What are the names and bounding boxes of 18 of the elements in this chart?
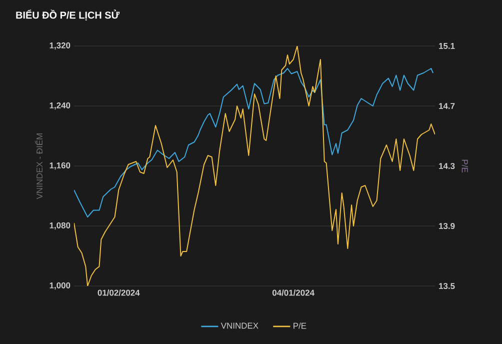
y-tick-label: 1,240 [50,102,70,110]
y-tick-label: 1,160 [50,162,70,170]
x-tick-label: 04/01/2024 [272,290,314,296]
y2-tick-label: 14.7 [439,103,455,109]
x-tick-label: 01/02/2024 [98,290,140,296]
chart-title: BIỂU ĐỒ P/E LỊCH SỬ [16,10,120,20]
y2-tick-label: 15.1 [439,43,455,49]
y-axis-title: VNINDEX - ĐIỂM [34,134,42,200]
y2-axis-title: P/E [462,160,468,172]
legend-label: VNINDEX [220,322,258,329]
y2-tick-label: 13.9 [439,223,455,229]
legend-label: P/E [294,322,306,329]
y-tick-label: 1,320 [50,42,70,50]
line-series [74,68,434,218]
y-tick-label: 1,000 [50,282,70,290]
y2-tick-label: 13.5 [439,283,455,289]
y2-tick-label: 14.3 [439,163,455,169]
y-tick-label: 1,080 [50,222,70,230]
